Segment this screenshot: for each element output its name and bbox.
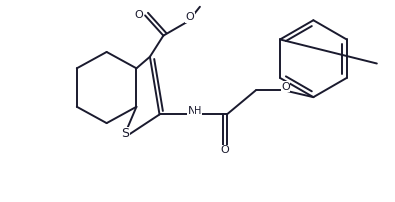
Text: H: H	[194, 106, 202, 116]
Text: N: N	[188, 106, 196, 116]
Text: O: O	[220, 145, 229, 155]
Text: O: O	[134, 11, 143, 20]
Text: O: O	[186, 12, 194, 22]
Text: S: S	[121, 127, 129, 140]
Text: O: O	[281, 82, 290, 92]
